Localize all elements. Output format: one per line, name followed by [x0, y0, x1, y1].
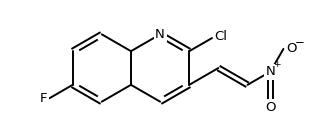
- Text: N: N: [265, 65, 275, 78]
- Text: F: F: [40, 92, 48, 105]
- Text: −: −: [295, 36, 305, 49]
- Text: O: O: [286, 42, 297, 55]
- Text: O: O: [265, 101, 276, 114]
- Text: Cl: Cl: [215, 30, 228, 43]
- Text: N: N: [155, 28, 165, 41]
- Text: +: +: [273, 60, 281, 69]
